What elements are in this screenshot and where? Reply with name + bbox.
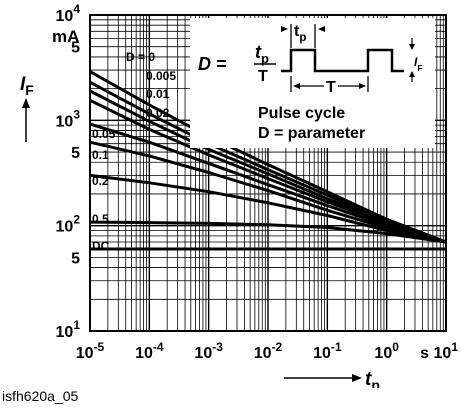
series-label-5: 0.1: [92, 148, 109, 162]
y-tick-label: 102: [56, 213, 81, 236]
series-label-7: 0.5: [92, 212, 109, 226]
if-label: IF: [414, 55, 423, 73]
if-arrowhead-bottom: [409, 71, 415, 77]
formula-numerator: tp: [255, 42, 269, 66]
series-label-3: 0.02: [146, 106, 170, 120]
x-tick-label: 10-1: [313, 340, 342, 362]
series-layer: [89, 70, 447, 251]
y-tick-label: 5: [71, 40, 80, 57]
series-line-4: [89, 122, 447, 244]
tp-arrow-right: [318, 26, 325, 32]
y-unit-label: mA: [52, 27, 79, 46]
if-arrowhead-top: [409, 44, 415, 50]
inset-background: [190, 18, 435, 148]
plot-frame: [89, 14, 447, 332]
inset-caption-line2: D = parameter: [258, 125, 365, 142]
series-label-4: 0.05: [92, 127, 116, 141]
chart: D = 0 0.005 0.01 0.02 0.05 0.1 0.2 0.5 DC D = tp T…: [20, 2, 459, 388]
x-tick-label: 10-3: [194, 340, 223, 362]
x-tick-label: 10-2: [254, 340, 283, 362]
figure-id: isfh620a_05: [2, 388, 79, 404]
x-axis-arrow: [284, 374, 362, 382]
series-label-0: D = 0: [126, 50, 155, 64]
y-tick-label: 103: [56, 107, 81, 130]
pulse-waveform: [281, 48, 404, 73]
series-labels: D = 0 0.005 0.01 0.02 0.05 0.1 0.2 0.5 DC: [92, 50, 176, 253]
x-tick-label: s 101: [420, 340, 458, 362]
x-tick-labels: 10-5 10-4 10-3 10-2 10-1 100 s 101: [76, 340, 459, 362]
series-line-6: [89, 173, 447, 244]
series-label-8: DC: [92, 239, 110, 253]
x-tick-label: 10-4: [135, 340, 164, 362]
y-axis-label: IF: [20, 74, 34, 98]
tp-arrow-left: [281, 26, 288, 32]
inset-caption-line1: Pulse cycle: [258, 105, 345, 122]
series-label-1: 0.005: [146, 69, 176, 83]
series-line-0: [89, 70, 447, 244]
formula-lhs: D =: [198, 54, 227, 74]
y-tick-label: 5: [71, 145, 80, 162]
period-arrow-left: [293, 83, 300, 89]
pulse-inset: D = tp Ttp T IF Pulse cycle D = parameter: [190, 18, 435, 148]
y-tick-label: 101: [56, 318, 81, 341]
x-axis-label: tp: [365, 369, 380, 388]
tp-label: tp: [294, 23, 306, 44]
series-line-5: [89, 140, 447, 244]
x-tick-label: 10-5: [76, 340, 105, 362]
period-arrow-right: [359, 83, 366, 89]
series-label-2: 0.01: [146, 87, 170, 101]
y-tick-label: 5: [71, 250, 80, 267]
x-tick-label: 100: [374, 340, 399, 362]
series-label-6: 0.2: [92, 174, 109, 188]
y-tick-label: 104: [56, 2, 81, 25]
series-line-3: [89, 98, 447, 244]
formula-denominator: T: [258, 68, 268, 85]
y-axis-arrow: [22, 98, 30, 142]
y-tick-labels: 101 5 102 5 103 5 104: [56, 2, 81, 341]
series-line-7: [89, 220, 447, 244]
period-label: T: [326, 79, 336, 96]
